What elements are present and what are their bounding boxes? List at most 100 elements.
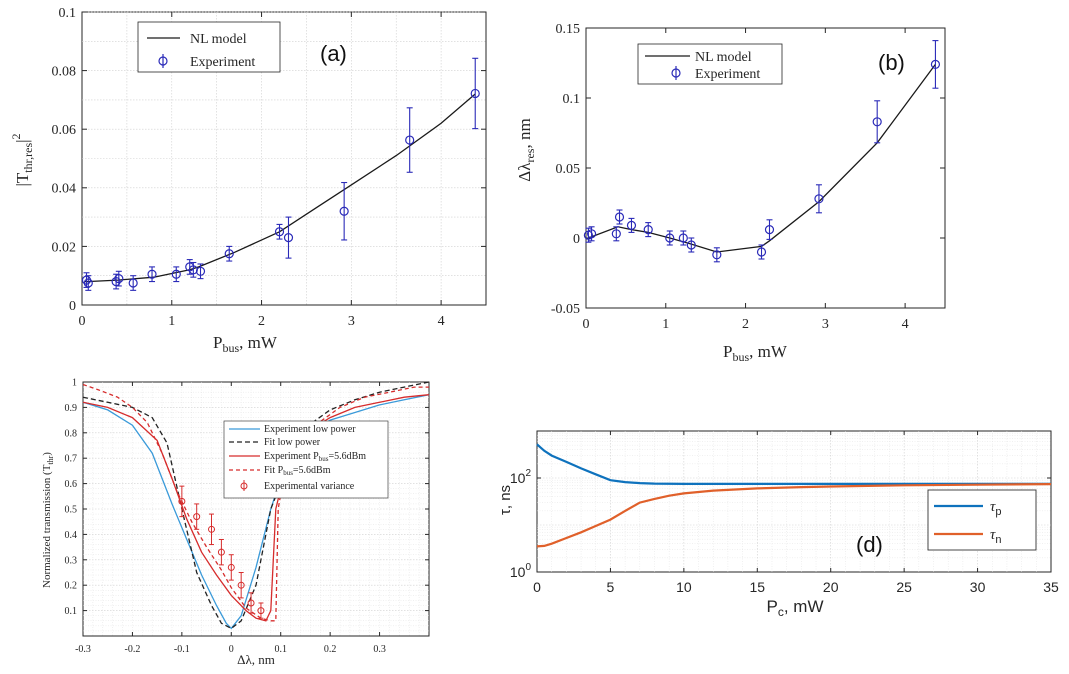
panel-c: -0.3 -0.2 -0.1 0 0.1 0.2 0.3 0.1 0.2 0.3 0.4 0.5 0.6…: [41, 378, 430, 667]
experiment-point: [274, 223, 285, 240]
variance-point: [247, 592, 255, 614]
panel-c-y-axis-label: Normalized transmission (Tthr): [41, 452, 55, 588]
variance-point: [257, 602, 265, 619]
variance-point: [217, 538, 225, 566]
panel-d-plot-area: [536, 430, 1052, 573]
legend-b-experiment-marker: [671, 68, 681, 78]
experiment-point: [643, 222, 653, 238]
y-tick-label: 0.1: [563, 92, 581, 107]
variance-point: [178, 485, 186, 518]
x-tick-label: 1: [168, 314, 175, 329]
panel-d-legend: τp τn: [927, 489, 1037, 551]
nl-model-line: [588, 64, 936, 253]
x-tick-label: 25: [896, 579, 912, 595]
legend-experiment-label: Experiment: [190, 55, 255, 70]
experiment-point: [224, 245, 234, 262]
transmission-curve: [82, 394, 430, 622]
variance-point: [208, 513, 216, 546]
experiment-point: [114, 270, 124, 287]
y-tick-label: -0.05: [551, 302, 580, 317]
panel-c-legend: Experiment low power Fit low power Exper…: [223, 420, 389, 499]
experiment-point: [930, 40, 941, 89]
experiment-point: [188, 261, 198, 278]
experiment-point: [614, 209, 625, 225]
experiment-point: [195, 263, 206, 280]
legend-c-exp-high-label: Experiment Pbus=5.6dBm: [264, 451, 366, 463]
y-tick-label: 0.15: [556, 22, 581, 37]
legend-c-fit-low-label: Fit low power: [264, 437, 321, 448]
transmission-curve: [82, 394, 430, 630]
y-tick-label: 0: [573, 232, 580, 247]
x-tick-label: -0.1: [174, 644, 190, 655]
experiment-point: [128, 275, 138, 291]
x-tick-label: 15: [749, 579, 765, 595]
y-tick-label: 0.9: [65, 403, 78, 414]
x-tick-label: 30: [970, 579, 986, 595]
nl-model-line: [84, 93, 476, 283]
panel-d-label: (d): [856, 532, 883, 557]
y-tick-label: 0.1: [59, 6, 77, 21]
experiment-point: [339, 181, 349, 241]
panel-a-y-axis-label: |Tthr,res|2: [9, 133, 35, 186]
experiment-point: [665, 230, 675, 246]
panel-a-legend: NL model Experiment: [137, 21, 281, 73]
panel-b-legend: NL model Experiment: [637, 43, 783, 85]
variance-point: [193, 503, 201, 530]
legend-d-tau-p-label: τp: [990, 499, 1002, 518]
legend-experiment-marker: [158, 56, 168, 66]
transmission-curve: [82, 381, 430, 630]
legend-c-fit-high-label: Fit Pbus=5.6dBm: [264, 465, 331, 477]
experiment-point: [712, 247, 722, 263]
panel-b-x-axis-label: Pbus, mW: [723, 342, 788, 364]
legend-nl-model-label: NL model: [190, 32, 247, 47]
y-tick-label: 0.7: [65, 454, 78, 465]
experiment-point: [686, 237, 696, 253]
experiment-point: [586, 226, 597, 242]
y-tick-label: 0.1: [65, 606, 78, 617]
x-tick-label: 2: [258, 314, 265, 329]
y-tick-label: 102: [510, 468, 532, 486]
legend-b-nl-model-label: NL model: [695, 50, 752, 65]
experiment-point: [83, 275, 93, 291]
experiment-point: [470, 57, 480, 130]
x-tick-label: 2: [742, 317, 749, 332]
experiment-point: [626, 217, 637, 233]
x-tick-label: 0: [229, 644, 234, 655]
legend-c-variance-label: Experimental variance: [264, 481, 355, 492]
y-tick-label: 0.6: [65, 479, 78, 490]
x-tick-label: 3: [822, 317, 829, 332]
y-tick-label: 0: [69, 299, 76, 314]
y-tick-label: 100: [510, 562, 532, 580]
panel-c-x-axis-label: Δλ, nm: [237, 652, 275, 667]
y-tick-label: 0.3: [65, 555, 78, 566]
panel-a-x-axis-label: Pbus, mW: [213, 333, 278, 355]
x-tick-label: 0.1: [274, 644, 287, 655]
experiment-point: [678, 230, 688, 246]
panel-a-label: (a): [320, 41, 347, 66]
panel-d-x-axis-label: Pc, mW: [767, 597, 824, 619]
tau-n-line: [536, 483, 1052, 548]
y-tick-label: 0.4: [65, 530, 78, 541]
panel-d: 0 5 10 15 20 25 30 35 100 102 τp τn (d) Pc, mW τ,…: [497, 430, 1059, 619]
y-tick-label: 0.8: [65, 428, 78, 439]
x-tick-label: 10: [676, 579, 692, 595]
legend-c-variance-marker: [240, 482, 248, 490]
x-tick-label: 0.2: [324, 644, 337, 655]
experiment-point: [756, 244, 767, 260]
panel-d-y-axis-label: τ, ns: [497, 485, 514, 515]
y-tick-label: 0.2: [65, 581, 78, 592]
y-tick-label: 0.5: [65, 505, 78, 516]
y-tick-label: 0.08: [52, 65, 77, 80]
x-tick-label: -0.3: [75, 644, 91, 655]
x-tick-label: -0.2: [125, 644, 141, 655]
y-tick-label: 0.05: [556, 162, 581, 177]
panel-a: 0 1 2 3 4 0 0.02 0.04 0.06 0.08 0.1 NL model Exper…: [9, 6, 487, 355]
x-tick-label: 4: [438, 314, 445, 329]
experiment-point: [764, 219, 775, 240]
x-tick-label: 4: [902, 317, 909, 332]
experiment-point: [147, 266, 157, 283]
experiment-point: [283, 216, 294, 259]
panel-b-y-axis-label: Δλres, nm: [515, 118, 537, 181]
